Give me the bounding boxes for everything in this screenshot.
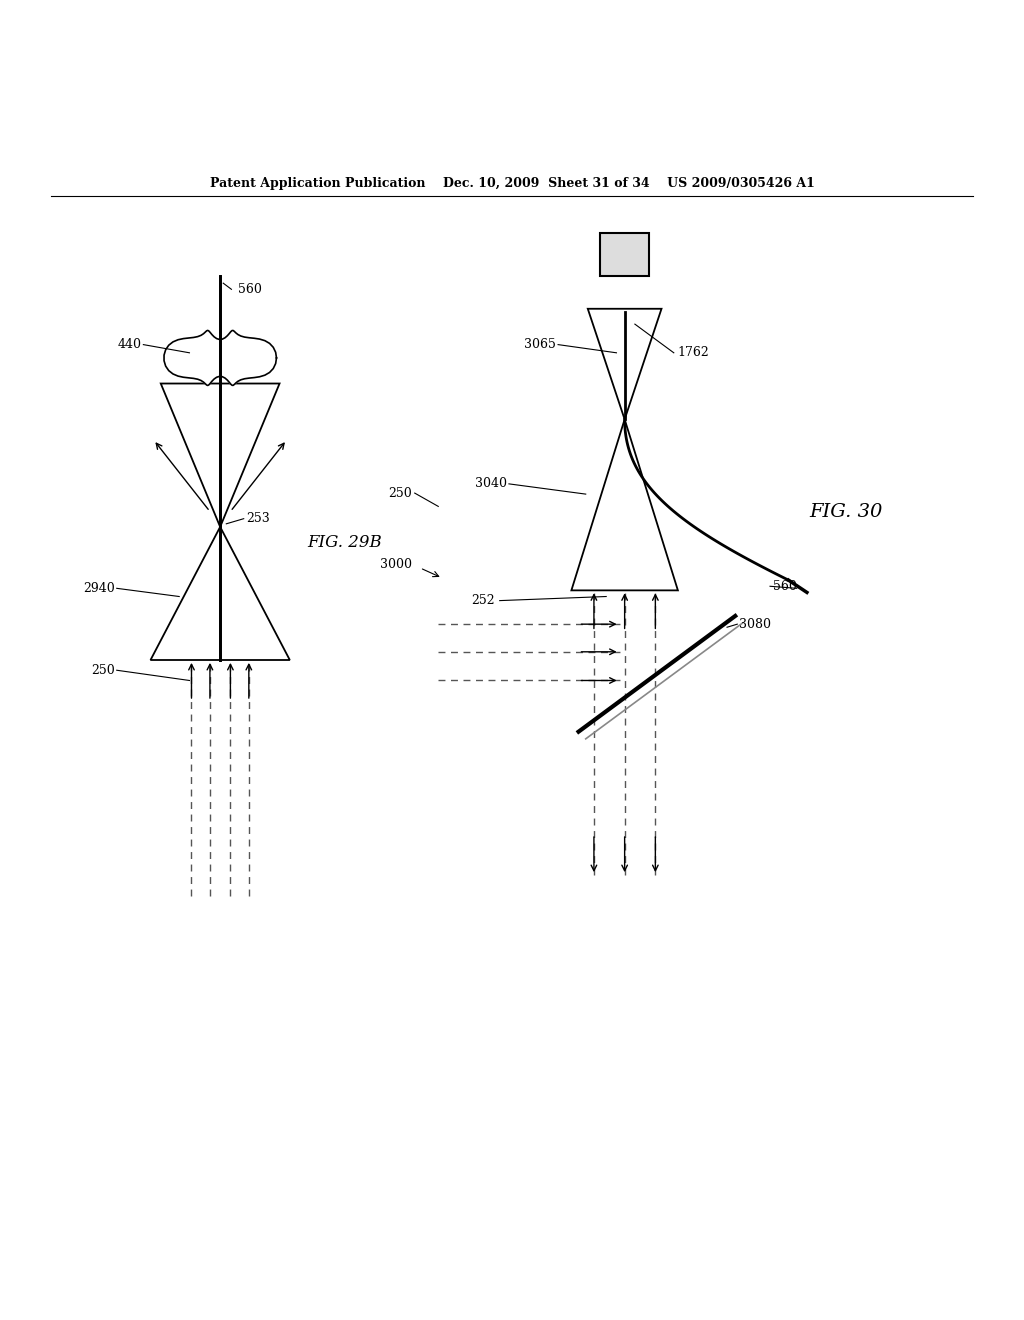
Text: 3065: 3065: [524, 338, 556, 351]
Text: 440: 440: [118, 338, 141, 351]
Text: FIG. 29B: FIG. 29B: [307, 533, 382, 550]
Text: 250: 250: [91, 664, 115, 677]
Text: 560: 560: [773, 579, 797, 593]
Polygon shape: [151, 527, 290, 660]
Text: 560: 560: [238, 282, 261, 296]
Text: 253: 253: [246, 512, 269, 525]
Text: 3000: 3000: [380, 558, 412, 572]
Text: FIG. 30: FIG. 30: [809, 503, 883, 520]
Text: 3080: 3080: [739, 618, 771, 631]
Bar: [600, 234, 649, 276]
Text: 1762: 1762: [678, 346, 710, 359]
Text: 2940: 2940: [83, 582, 115, 595]
Polygon shape: [588, 309, 662, 420]
Text: Patent Application Publication    Dec. 10, 2009  Sheet 31 of 34    US 2009/03054: Patent Application Publication Dec. 10, …: [210, 177, 814, 190]
Text: 3040: 3040: [475, 478, 507, 490]
Polygon shape: [571, 420, 678, 590]
Text: 250: 250: [388, 487, 412, 499]
Text: 252: 252: [471, 594, 495, 607]
Polygon shape: [161, 384, 280, 527]
Polygon shape: [164, 330, 276, 385]
